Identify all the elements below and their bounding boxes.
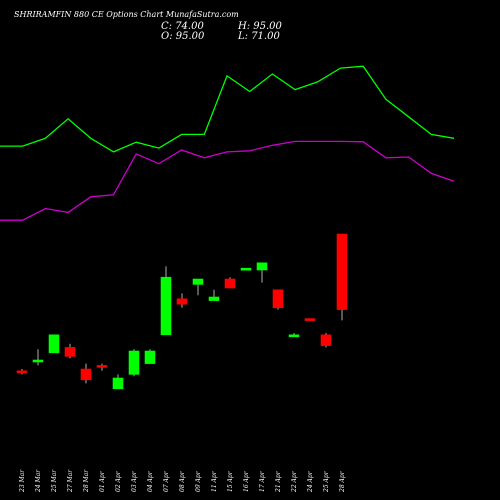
candle-body (144, 350, 156, 364)
candle-14 (224, 277, 236, 289)
candle-body (112, 377, 124, 390)
upper-band-line (0, 65, 455, 153)
candle-body (304, 318, 316, 321)
x-tick-label: 11 Apr (211, 470, 218, 492)
x-tick-label: 28 Mar (83, 469, 90, 493)
lower-band-line (0, 140, 455, 221)
candle-16 (256, 262, 268, 283)
candle-4 (64, 343, 76, 359)
candle-body (128, 350, 140, 375)
candle-21 (336, 233, 348, 321)
x-tick-label: 28 Apr (339, 470, 346, 493)
x-tick-label: 25 Apr (323, 470, 330, 493)
candle-body (48, 334, 60, 354)
x-tick-label: 09 Apr (195, 470, 202, 492)
low-value: L: 71.00 (238, 31, 280, 42)
candle-20 (320, 333, 332, 348)
x-tick-label: 16 Apr (243, 470, 250, 492)
candle-body (256, 262, 268, 271)
candle-body (224, 278, 236, 289)
candle-body (240, 267, 252, 271)
x-tick-label: 17 Apr (259, 470, 266, 492)
x-tick-label: 03 Apr (131, 470, 138, 492)
candle-12 (192, 278, 204, 296)
x-tick-label: 24 Mar (35, 469, 42, 493)
chart-title: SHRIRAMFIN 880 CE Options Chart MunafaSu… (14, 10, 239, 19)
candle-11 (176, 293, 188, 308)
x-tick-label: 27 Mar (67, 469, 74, 493)
candle-5 (80, 363, 92, 384)
x-tick-label: 07 Apr (163, 470, 170, 492)
candle-1 (16, 369, 28, 375)
candle-body (288, 334, 300, 338)
x-tick-label: 21 Apr (275, 470, 282, 493)
candle-body (96, 365, 108, 368)
candle-body (320, 334, 332, 346)
x-tick-label: 01 Apr (99, 470, 106, 492)
candle-10 (160, 266, 172, 336)
candle-body (208, 296, 220, 301)
x-axis-labels: 23 Mar 24 Mar 25 Mar 27 Mar 28 Mar 01 Apr 02 A… (19, 469, 346, 493)
x-tick-label: 25 Mar (51, 469, 58, 493)
x-tick-label: 08 Apr (179, 470, 186, 492)
candle-body (336, 233, 348, 310)
candle-body (32, 359, 44, 363)
indicator-lines (0, 65, 455, 221)
candle-2 (32, 349, 44, 366)
x-tick-label: 23 Mar (19, 469, 26, 493)
x-tick-label: 22 Apr (291, 470, 298, 493)
candle-body (192, 278, 204, 285)
candle-7 (112, 374, 124, 390)
x-tick-label: 02 Apr (115, 470, 122, 492)
candle-3 (48, 334, 60, 354)
candle-body (160, 276, 172, 336)
candle-body (64, 347, 76, 357)
x-tick-label: 04 Apr (147, 470, 154, 492)
open-value: O: 95.00 (161, 31, 205, 42)
candle-8 (128, 349, 140, 377)
candle-19 (304, 318, 316, 321)
candle-body (80, 368, 92, 381)
candle-17 (272, 289, 284, 310)
candle-13 (208, 289, 220, 301)
x-tick-label: 15 Apr (227, 470, 234, 492)
candle-15 (240, 267, 252, 271)
candle-18 (288, 333, 300, 338)
candle-9 (144, 349, 156, 364)
high-value: H: 95.00 (238, 21, 282, 32)
candle-body (272, 289, 284, 309)
candle-body (16, 370, 28, 374)
close-value: C: 74.00 (161, 21, 204, 32)
x-tick-label: 24 Apr (307, 470, 314, 493)
candle-6 (96, 363, 108, 371)
candles (16, 233, 348, 390)
candle-body (176, 298, 188, 305)
